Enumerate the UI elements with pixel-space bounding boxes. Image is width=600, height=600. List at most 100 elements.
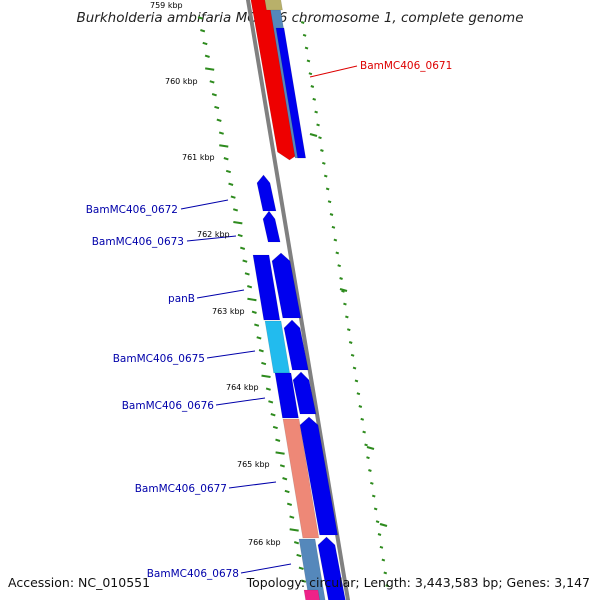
leader-line — [240, 563, 292, 574]
gene-right-column-1[interactable] — [271, 252, 302, 319]
tick-dot — [358, 405, 363, 408]
gene-labels[interactable]: BamMC406_0671 BamMC406_0672 BamMC406_067… — [86, 60, 453, 580]
tick-dot — [233, 221, 243, 225]
tick-dot — [360, 417, 365, 421]
tick-dot — [254, 323, 260, 327]
gene-bammc406-0676[interactable] — [274, 372, 299, 419]
tick-dot — [335, 251, 340, 255]
tick-dot — [230, 195, 236, 199]
leader-line — [196, 289, 245, 299]
tick-dot — [337, 264, 341, 268]
tick-dot — [214, 105, 220, 110]
leader-line — [215, 397, 266, 406]
leader-line — [180, 199, 229, 210]
tick-dot — [333, 238, 338, 242]
tick-dot — [211, 93, 217, 97]
gene-olive-segment[interactable] — [264, 0, 283, 11]
leader-line — [309, 65, 358, 78]
tick-dot — [348, 341, 353, 344]
tick-dot — [223, 157, 229, 161]
gene-right-column-4[interactable] — [299, 416, 339, 536]
tick-dot — [352, 366, 357, 370]
ruler-label: 765 kbp — [237, 460, 270, 469]
map-title: Burkholderia ambifaria MC40-6 chromosome… — [76, 10, 524, 26]
tick-dot — [308, 72, 313, 76]
gene-right-column-2[interactable] — [283, 319, 309, 371]
major-tick — [309, 132, 318, 138]
tick-dot — [228, 182, 234, 186]
tick-dot — [261, 361, 267, 366]
tick-dot — [202, 41, 208, 46]
tick-dot — [323, 174, 328, 178]
tick-dot — [239, 246, 246, 250]
outer-tick-track — [300, 21, 389, 588]
tick-dot — [268, 400, 274, 404]
tick-dot — [251, 310, 257, 314]
tick-dot — [370, 481, 374, 485]
gene-label-bammc406-0676[interactable]: BamMC406_0676 — [122, 400, 215, 412]
gene-label-bammc406-0673[interactable]: BamMC406_0673 — [92, 236, 184, 248]
tick-dot — [368, 469, 372, 472]
tick-dot — [339, 277, 343, 280]
tick-dot — [279, 464, 285, 468]
tick-dot — [318, 136, 322, 140]
tick-dot — [375, 520, 380, 524]
ruler-label: 761 kbp — [182, 153, 215, 162]
gene-bammc406-0672[interactable] — [256, 174, 277, 212]
tick-dot — [350, 353, 355, 357]
tick-dot — [256, 336, 262, 340]
tick-dot — [331, 225, 336, 229]
tick-dot — [356, 392, 361, 396]
tick-dot — [209, 80, 215, 84]
gene-right-column-5[interactable] — [317, 536, 346, 600]
tick-dot — [325, 187, 330, 191]
tick-dot — [272, 425, 278, 430]
tick-dot — [289, 528, 299, 532]
gene-bammc406-0678[interactable] — [298, 538, 326, 600]
leader-line — [186, 235, 237, 242]
ruler-label: 764 kbp — [226, 383, 259, 392]
tick-dot — [270, 413, 276, 417]
tick-dot — [377, 533, 382, 536]
tick-dot — [385, 584, 389, 588]
gene-bammc406-0673[interactable] — [262, 210, 281, 243]
ruler-label: 759 kbp — [150, 1, 183, 10]
gene-pink-segment[interactable] — [303, 589, 321, 600]
tick-dot — [383, 571, 388, 575]
gene-label-bammc406-0671[interactable]: BamMC406_0671 — [360, 60, 452, 72]
tick-dot — [200, 29, 206, 33]
gene-right-column-3[interactable] — [292, 371, 317, 415]
tick-dot — [314, 110, 318, 114]
inner-tick-track — [197, 16, 307, 583]
gene-blue-segment[interactable] — [275, 27, 307, 159]
tick-dot — [219, 144, 229, 148]
gene-label-panb[interactable]: panB — [168, 293, 195, 305]
gene-panb[interactable] — [252, 254, 281, 321]
tick-dot — [371, 494, 376, 498]
tick-dot — [216, 118, 222, 122]
gene-label-bammc406-0672[interactable]: BamMC406_0672 — [86, 204, 178, 216]
gene-label-bammc406-0675[interactable]: BamMC406_0675 — [113, 353, 205, 365]
tick-dot — [362, 430, 366, 434]
tick-dot — [232, 208, 239, 212]
tick-dot — [304, 46, 309, 50]
gene-bammc406-0677[interactable] — [282, 418, 320, 539]
tick-dot — [354, 379, 359, 383]
label-leaders — [180, 65, 358, 574]
gene-features[interactable] — [250, 0, 346, 600]
gene-label-bammc406-0678[interactable]: BamMC406_0678 — [147, 568, 239, 580]
tick-dot — [244, 272, 250, 276]
tick-dot — [286, 502, 293, 506]
tick-dot — [346, 328, 351, 332]
gene-label-bammc406-0677[interactable]: BamMC406_0677 — [135, 483, 227, 495]
leader-line — [228, 481, 277, 489]
tick-dot — [310, 85, 315, 88]
ruler-label: 760 kbp — [165, 77, 198, 86]
tick-dot — [284, 489, 290, 494]
tick-dot — [205, 67, 215, 71]
tick-dot — [242, 259, 248, 263]
tick-dot — [197, 16, 203, 20]
tick-dot — [341, 289, 345, 293]
tick-dot — [364, 443, 368, 447]
